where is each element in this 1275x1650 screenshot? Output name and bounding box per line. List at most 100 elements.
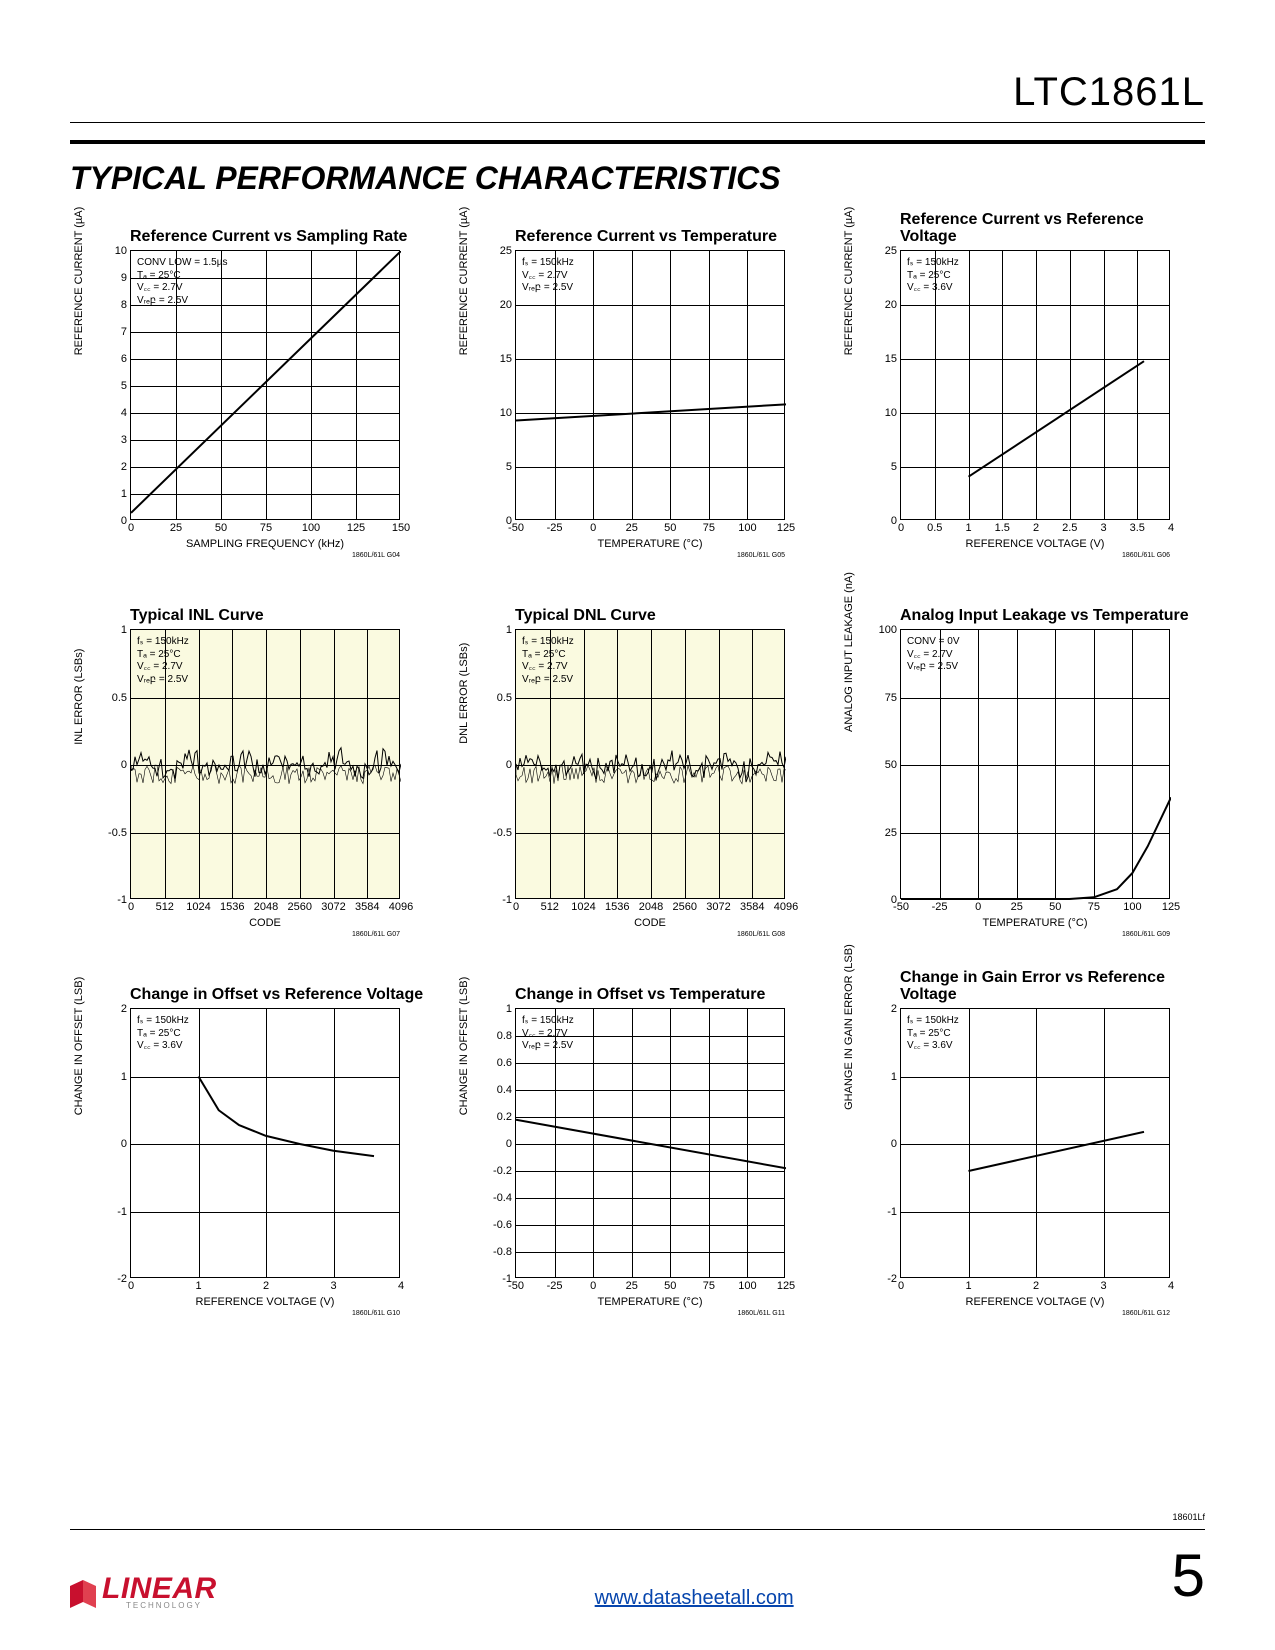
x-tick: 150: [392, 522, 410, 534]
y-tick: 25: [500, 245, 512, 257]
x-tick: 25: [170, 522, 182, 534]
y-tick: -2: [887, 1273, 897, 1285]
y-tick: -0.8: [493, 1246, 512, 1258]
chart-legend: CONV LOW = 1.5µsTₐ = 25°CV꜀꜀ = 2.7VVᵣₑբ …: [135, 255, 230, 309]
page-footer: LINEAR TECHNOLOGY www.datasheetall.com 5: [70, 1541, 1205, 1610]
x-tick: 75: [703, 1280, 715, 1292]
x-tick: 100: [738, 522, 756, 534]
y-tick: 7: [121, 326, 127, 338]
legend-line: Vᵣₑբ = 2.5V: [522, 674, 574, 687]
y-axis-label: REFERENCE CURRENT (µA): [843, 207, 855, 356]
y-axis-label: INL ERROR (LSBs): [73, 649, 85, 745]
x-tick: 1: [195, 1280, 201, 1292]
y-tick: 5: [891, 461, 897, 473]
legend-line: V꜀꜀ = 2.7V: [522, 1028, 574, 1041]
y-tick: 5: [506, 461, 512, 473]
chart-legend: fₛ = 150kHzV꜀꜀ = 2.7VVᵣₑբ = 2.5V: [520, 1013, 576, 1055]
chart-plot: 00.511.522.533.540510152025fₛ = 150kHzTₐ…: [900, 250, 1170, 520]
x-tick: 0: [898, 522, 904, 534]
y-tick: 0.5: [497, 692, 512, 704]
x-tick: 25: [626, 522, 638, 534]
y-tick: 9: [121, 272, 127, 284]
y-tick: 1: [506, 624, 512, 636]
x-tick: 0: [975, 901, 981, 913]
part-number: LTC1861L: [1013, 70, 1205, 115]
x-tick: 125: [777, 522, 795, 534]
y-tick: 0: [121, 759, 127, 771]
y-tick: 75: [885, 692, 897, 704]
chart-title: Analog Input Leakage vs Temperature: [900, 589, 1195, 625]
x-axis-label: CODE: [515, 917, 785, 929]
y-tick: -1: [117, 894, 127, 906]
logo-icon: [70, 1580, 96, 1608]
y-tick: -2: [117, 1273, 127, 1285]
legend-line: V꜀꜀ = 2.7V: [522, 270, 574, 283]
figure-id: 1860L/61L G12: [900, 1310, 1170, 1317]
x-tick: 25: [1011, 901, 1023, 913]
x-tick: 75: [703, 522, 715, 534]
legend-line: V꜀꜀ = 2.7V: [137, 661, 189, 674]
legend-line: Vᵣₑբ = 2.5V: [137, 295, 228, 308]
y-axis-label: DNL ERROR (LSBs): [458, 643, 470, 744]
x-tick: 1: [965, 522, 971, 534]
legend-line: V꜀꜀ = 3.6V: [907, 282, 959, 295]
top-rule-thick: [70, 140, 1205, 144]
chart-legend: fₛ = 150kHzTₐ = 25°CV꜀꜀ = 2.7VVᵣₑբ = 2.5…: [520, 634, 576, 688]
chart-cell: Reference Current vs Temperature REFERENC…: [460, 210, 810, 559]
chart-title: Reference Current vs Reference Voltage: [900, 210, 1195, 246]
x-tick: 512: [541, 901, 559, 913]
y-axis-label: GHANGE IN GAIN ERROR (LSB): [843, 944, 855, 1110]
x-tick: -25: [547, 1280, 563, 1292]
x-tick: 0: [590, 522, 596, 534]
company-logo: LINEAR TECHNOLOGY: [70, 1577, 217, 1610]
x-tick: 125: [347, 522, 365, 534]
x-tick: 4: [1168, 1280, 1174, 1292]
legend-line: Vᵣₑբ = 2.5V: [907, 661, 960, 674]
y-tick: 6: [121, 353, 127, 365]
x-tick: 3: [330, 1280, 336, 1292]
y-axis-label: REFERENCE CURRENT (µA): [458, 207, 470, 356]
legend-line: V꜀꜀ = 3.6V: [907, 1040, 959, 1053]
y-tick: 15: [885, 353, 897, 365]
legend-line: fₛ = 150kHz: [522, 636, 574, 649]
legend-line: Tₐ = 25°C: [137, 270, 228, 283]
y-tick: -1: [117, 1206, 127, 1218]
legend-line: Vᵣₑբ = 2.5V: [137, 674, 189, 687]
legend-line: V꜀꜀ = 2.7V: [137, 282, 228, 295]
y-axis-label: CHANGE IN OFFSET (LSB): [458, 977, 470, 1116]
y-tick: 2: [121, 461, 127, 473]
chart-plot: -50-2502550751001250510152025fₛ = 150kHz…: [515, 250, 785, 520]
y-tick: 1: [891, 1071, 897, 1083]
x-tick: 0: [898, 1280, 904, 1292]
y-axis-label: CHANGE IN OFFSET (LSB): [73, 977, 85, 1116]
y-tick: -0.6: [493, 1219, 512, 1231]
x-axis-label: CODE: [130, 917, 400, 929]
footer-url[interactable]: www.datasheetall.com: [595, 1587, 794, 1610]
y-tick: 0: [891, 515, 897, 527]
x-tick: 125: [1162, 901, 1180, 913]
x-tick: -25: [547, 522, 563, 534]
legend-line: fₛ = 150kHz: [907, 257, 959, 270]
y-tick: 0: [121, 1138, 127, 1150]
y-tick: -0.5: [493, 827, 512, 839]
x-tick: 3584: [355, 901, 379, 913]
x-tick: 1.5: [995, 522, 1010, 534]
figure-id: 1860L/61L G06: [900, 552, 1170, 559]
chart-legend: fₛ = 150kHzTₐ = 25°CV꜀꜀ = 3.6V: [135, 1013, 191, 1055]
y-tick: 50: [885, 759, 897, 771]
legend-line: V꜀꜀ = 3.6V: [137, 1040, 189, 1053]
y-tick: 0: [891, 894, 897, 906]
x-tick: 4096: [389, 901, 413, 913]
chart-plot: -50-250255075100125-1-0.8-0.6-0.4-0.200.…: [515, 1008, 785, 1278]
x-tick: 75: [1088, 901, 1100, 913]
x-tick: 2048: [254, 901, 278, 913]
chart-cell: Change in Gain Error vs Reference Voltag…: [845, 968, 1195, 1317]
x-tick: 50: [215, 522, 227, 534]
figure-id: 1860L/61L G11: [515, 1310, 785, 1317]
chart-title: Reference Current vs Temperature: [515, 210, 810, 246]
x-tick: 2: [263, 1280, 269, 1292]
chart-plot: 05121024153620482560307235844096-1-0.500…: [515, 629, 785, 899]
x-tick: 25: [626, 1280, 638, 1292]
x-axis-label: SAMPLING FREQUENCY (kHz): [130, 538, 400, 550]
x-tick: 4: [398, 1280, 404, 1292]
